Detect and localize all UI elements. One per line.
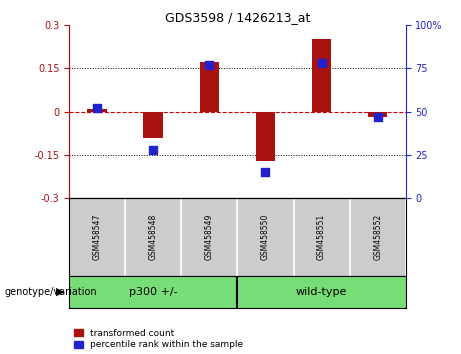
Point	[318, 60, 325, 66]
Bar	[143, 112, 163, 137]
Title: GDS3598 / 1426213_at: GDS3598 / 1426213_at	[165, 11, 310, 24]
Text: wild-type: wild-type	[296, 287, 347, 297]
Bar	[88, 109, 107, 112]
Text: GSM458551: GSM458551	[317, 214, 326, 260]
Text: GSM458548: GSM458548	[149, 214, 158, 260]
Point	[374, 114, 381, 120]
Bar	[200, 62, 219, 112]
Point	[149, 147, 157, 153]
Text: GSM458549: GSM458549	[205, 214, 214, 261]
Legend: transformed count, percentile rank within the sample: transformed count, percentile rank withi…	[74, 329, 243, 349]
Point	[262, 170, 269, 175]
Text: genotype/variation: genotype/variation	[5, 287, 97, 297]
Text: GSM458550: GSM458550	[261, 214, 270, 261]
Point	[94, 105, 101, 111]
Text: ▶: ▶	[56, 287, 64, 297]
Text: GSM458547: GSM458547	[93, 214, 102, 261]
Point	[206, 62, 213, 68]
Bar	[368, 112, 387, 117]
Bar	[256, 112, 275, 161]
Text: p300 +/-: p300 +/-	[129, 287, 177, 297]
Bar	[312, 39, 331, 112]
Text: GSM458552: GSM458552	[373, 214, 382, 260]
